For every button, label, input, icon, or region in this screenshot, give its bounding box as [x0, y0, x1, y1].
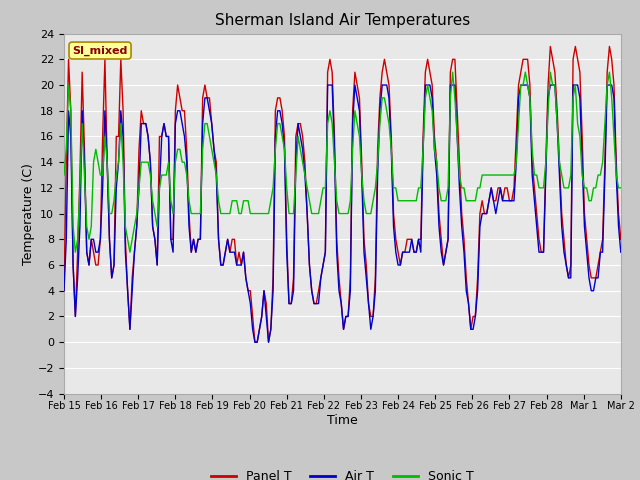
- Title: Sherman Island Air Temperatures: Sherman Island Air Temperatures: [215, 13, 470, 28]
- Y-axis label: Temperature (C): Temperature (C): [22, 163, 35, 264]
- X-axis label: Time: Time: [327, 414, 358, 427]
- Text: SI_mixed: SI_mixed: [72, 46, 128, 56]
- Legend: Panel T, Air T, Sonic T: Panel T, Air T, Sonic T: [206, 465, 479, 480]
